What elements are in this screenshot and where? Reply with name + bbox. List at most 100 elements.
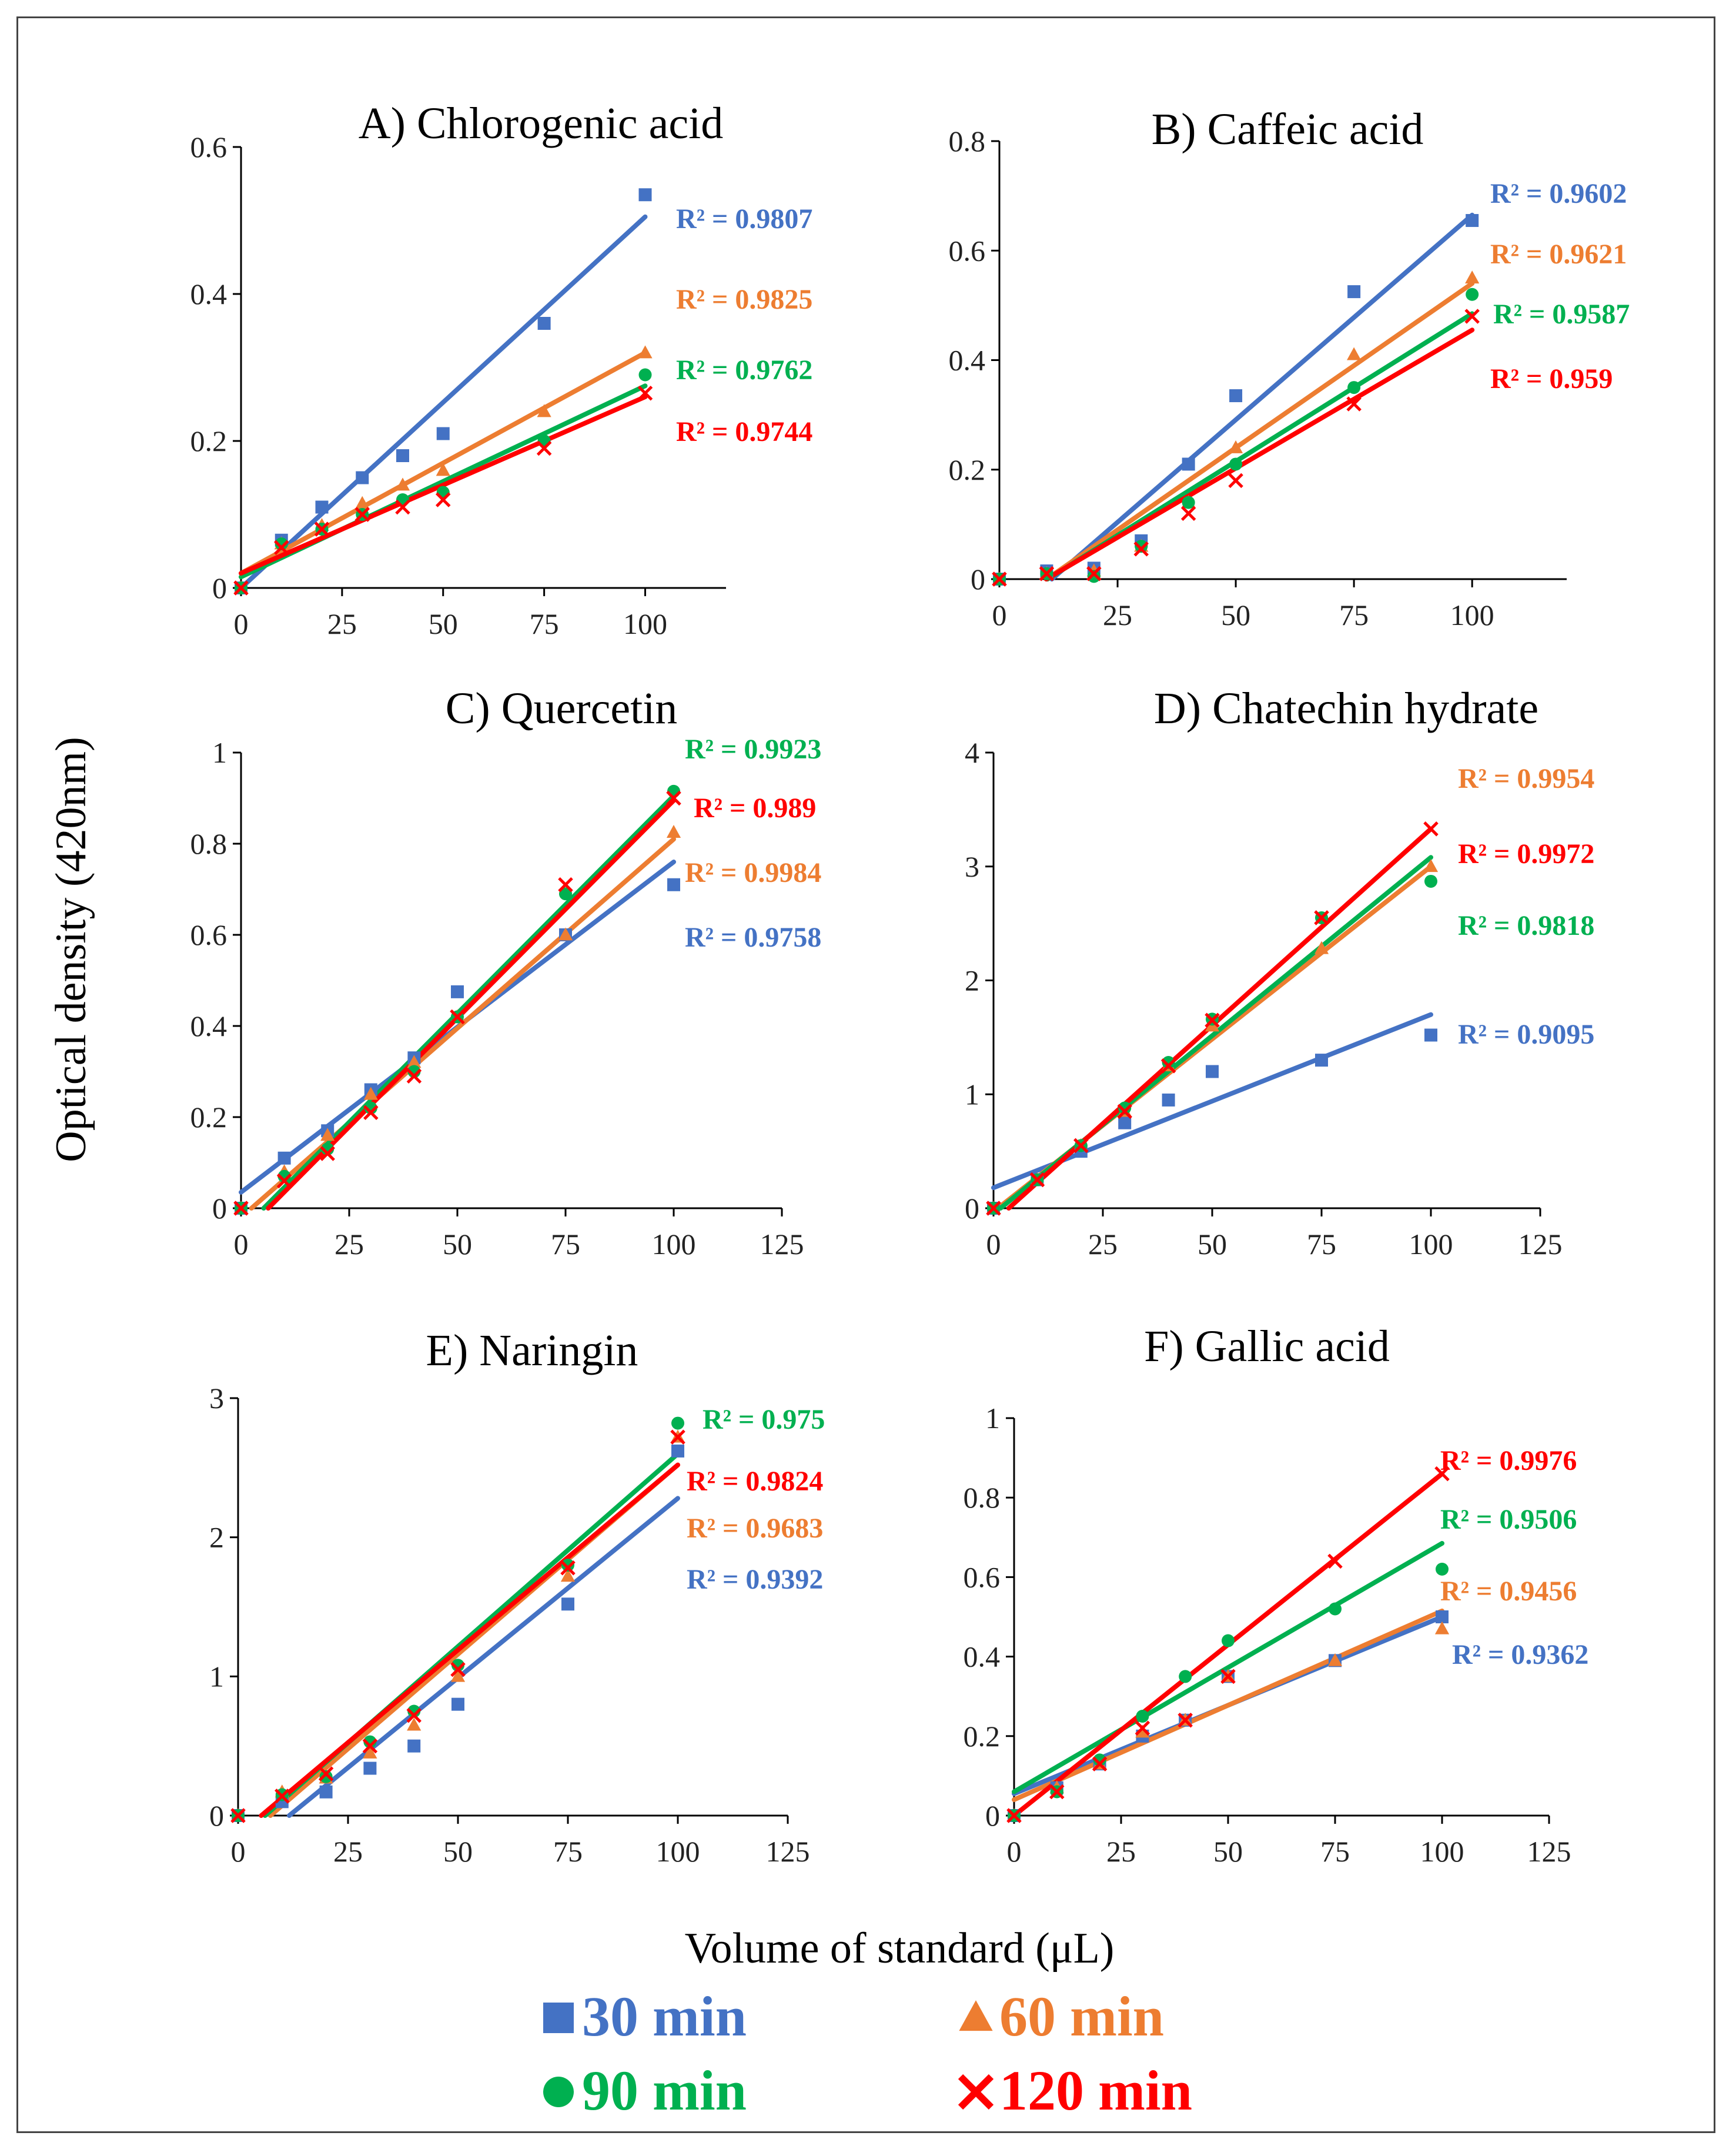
data-point-60-min [363, 1745, 377, 1759]
trendline-90-min [1012, 1540, 1444, 1794]
chart-panel-f: F) Gallic acid 0 0.2 0.4 0.6 0.8 1 0 25 50 75 100 12… [964, 1322, 1589, 1868]
trendline-30-min [286, 1496, 680, 1818]
x-tick-label: 25 [1088, 1228, 1118, 1261]
y-tick-label: 0.6 [190, 918, 228, 951]
panel-title: A) Chlorogenic acid [359, 99, 723, 148]
data-point-120-min [1178, 1713, 1193, 1728]
data-point-120-min [406, 1068, 422, 1084]
legend-label: 30 min [582, 1985, 747, 2048]
x-tick-label: 0 [234, 607, 249, 640]
data-point-120-min [1464, 309, 1480, 324]
data-point-120-min [318, 1766, 334, 1781]
data-point-90-min [275, 537, 288, 550]
data-point-120-min [1049, 1784, 1065, 1800]
r2-label-120-min: R² = 0.989 [694, 793, 816, 824]
y-tick-label: 1 [965, 1078, 979, 1111]
x-tick-label: 75 [1307, 1228, 1336, 1261]
legend-label: 120 min [999, 2059, 1192, 2122]
data-point-120-min [233, 1201, 249, 1216]
r2-label-60-min: R² = 0.9984 [685, 857, 821, 888]
data-point-120-min [230, 1808, 246, 1823]
data-point-30-min [1466, 214, 1479, 228]
chart-panel-b: B) Caffeic acid 0 0.2 0.4 0.6 0.8 0 25 50 75 100 R²… [949, 105, 1630, 631]
data-point-90-min [1093, 1753, 1106, 1767]
y-tick-label: 0.8 [190, 827, 228, 860]
data-point-60-min [666, 824, 681, 838]
r2-label-30-min: R² = 0.9758 [685, 922, 821, 953]
data-point-120-min [558, 877, 573, 893]
y-tick-label: 1 [212, 736, 227, 769]
panel-title: F) Gallic acid [1144, 1322, 1390, 1371]
trendline-30-min [1049, 212, 1475, 581]
legend-marker-triangle [959, 2000, 993, 2031]
data-point-120-min [666, 790, 681, 806]
trendline-120-min [266, 798, 676, 1211]
r2-label-90-min: R² = 0.9587 [1493, 299, 1630, 330]
data-point-30-min [1436, 1610, 1449, 1623]
x-tick-label: 25 [327, 607, 357, 640]
x-tick-label: 50 [1213, 1835, 1243, 1868]
data-point-120-min [670, 1429, 685, 1445]
data-point-90-min [1179, 1670, 1192, 1683]
data-point-90-min [638, 368, 652, 382]
y-tick-label: 0.2 [964, 1720, 1001, 1753]
x-axis-title: Volume of standard (μL) [685, 1924, 1115, 1973]
figure-frame [16, 16, 1715, 2133]
r2-label-120-min: R² = 0.9972 [1458, 838, 1594, 870]
data-point-60-min [1228, 440, 1243, 453]
data-point-90-min [561, 1559, 574, 1572]
data-point-60-min [537, 404, 551, 417]
x-tick-label: 100 [652, 1228, 696, 1261]
data-point-120-min [1092, 1756, 1108, 1771]
data-point-120-min [1434, 1466, 1450, 1482]
y-tick-label: 0 [212, 571, 227, 604]
data-point-90-min [1118, 1101, 1132, 1115]
panel-title: E) Naringin [426, 1326, 638, 1375]
data-point-60-min [407, 1717, 422, 1731]
legend-marker-circle [543, 2077, 574, 2107]
r2-label-60-min: R² = 0.9825 [676, 284, 812, 315]
data-point-120-min [450, 1662, 466, 1677]
r2-label-90-min: R² = 0.9923 [685, 734, 821, 765]
data-point-120-min [314, 522, 330, 537]
legend-item-60-min: 60 min [959, 1985, 1164, 2048]
data-point-90-min [1424, 874, 1437, 888]
data-point-30-min [537, 317, 551, 330]
r2-label-30-min: R² = 0.9602 [1490, 178, 1627, 209]
data-point-30-min [363, 1761, 377, 1775]
data-point-90-min [1436, 1562, 1449, 1576]
y-axis-title: Optical density (420nm) [47, 737, 95, 1162]
r2-label-30-min: R² = 0.9392 [687, 1564, 823, 1595]
y-tick-label: 0.6 [949, 234, 986, 267]
legend-item-30-min: 30 min [543, 1985, 747, 2048]
data-point-90-min [1229, 457, 1243, 471]
data-point-120-min [1039, 566, 1055, 581]
data-point-60-min [320, 1128, 335, 1141]
data-point-90-min [559, 887, 572, 901]
legend: 30 min 60 min 90 min 120 min [543, 1985, 1192, 2122]
x-tick-label: 25 [1103, 599, 1132, 631]
data-point-90-min [1222, 1634, 1235, 1647]
data-point-60-min [560, 1569, 576, 1582]
data-point-90-min [1135, 540, 1148, 553]
panel-title: B) Caffeic acid [1152, 105, 1424, 154]
data-point-30-min [1206, 1065, 1219, 1078]
x-tick-label: 25 [333, 1835, 363, 1868]
data-point-30-min [667, 878, 680, 891]
y-tick-label: 0 [212, 1192, 227, 1225]
x-tick-label: 50 [429, 607, 458, 640]
data-point-120-min [1160, 1058, 1176, 1074]
chart-panel-d: D) Chatechin hydrate 0 1 2 3 4 0 25 50 75 100 125 R²… [965, 684, 1594, 1261]
data-point-60-min [1327, 1653, 1343, 1666]
data-point-30-min [396, 449, 409, 462]
y-tick-label: 4 [965, 736, 979, 769]
data-point-120-min [1423, 821, 1439, 837]
r2-label-120-min: R² = 0.9744 [676, 416, 812, 447]
y-tick-label: 1 [985, 1402, 1000, 1435]
chart-panel-a: A) Chlorogenic acid 0 0.2 0.4 0.6 0 25 50 75 100 R… [190, 99, 813, 640]
data-point-90-min [1136, 1710, 1149, 1723]
data-point-120-min [1006, 1808, 1022, 1823]
x-tick-label: 0 [1007, 1835, 1022, 1868]
data-point-120-min [320, 1146, 335, 1161]
y-tick-label: 0.4 [190, 278, 228, 310]
